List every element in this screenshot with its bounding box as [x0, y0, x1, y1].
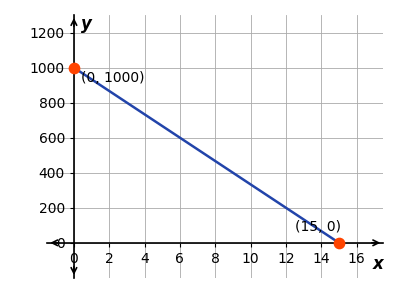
Text: y: y: [81, 15, 92, 33]
Text: (15, 0): (15, 0): [295, 220, 341, 233]
Point: [336, 240, 342, 245]
Text: x: x: [372, 255, 383, 273]
Text: (0, 1000): (0, 1000): [81, 71, 145, 85]
Point: [71, 65, 77, 70]
